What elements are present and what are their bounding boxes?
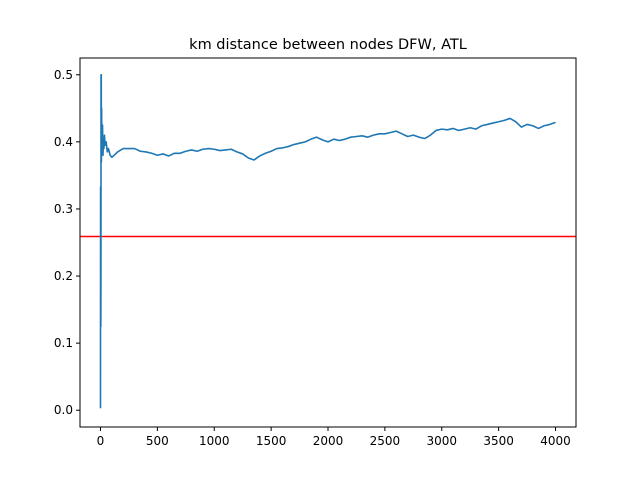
y-tick-label: 0.5	[54, 68, 73, 82]
y-tick-label: 0.4	[54, 135, 73, 149]
x-tick-label: 2500	[370, 434, 401, 448]
x-tick-label: 2000	[313, 434, 344, 448]
x-tick-label: 0	[97, 434, 105, 448]
y-tick-label: 0.3	[54, 202, 73, 216]
plot-area	[80, 73, 576, 409]
x-tick-label: 4000	[540, 434, 571, 448]
y-tick-label: 0.2	[54, 269, 73, 283]
y-tick-label: 0.1	[54, 336, 73, 350]
x-tick-label: 500	[146, 434, 169, 448]
series-line-0	[99, 73, 556, 409]
axes-frame	[79, 57, 577, 428]
axis-ticks: 0 500 1000 1500 2000 2500 3000 3500 4000 0.0 0.1 0.…	[54, 68, 571, 448]
x-tick-label: 1000	[199, 434, 230, 448]
x-tick-label: 1500	[256, 434, 287, 448]
y-tick-label: 0.0	[54, 403, 73, 417]
chart-title: km distance between nodes DFW, ATL	[189, 37, 467, 53]
x-tick-label: 3000	[426, 434, 457, 448]
x-tick-label: 3500	[483, 434, 514, 448]
